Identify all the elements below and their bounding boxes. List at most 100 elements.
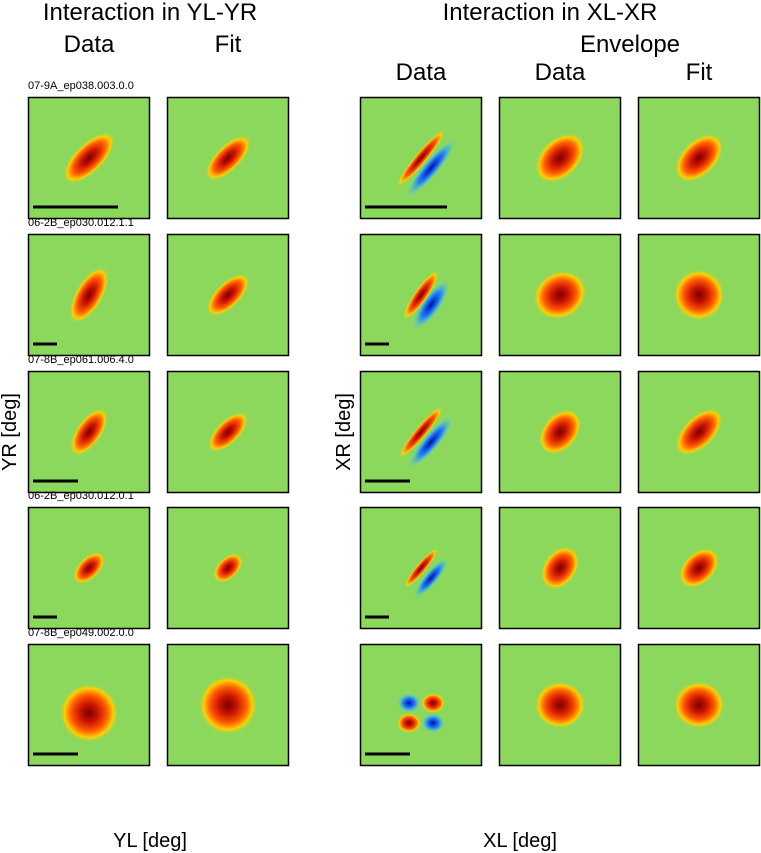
frame	[498, 233, 622, 357]
column-header: Envelope	[580, 31, 680, 58]
frame	[166, 370, 290, 494]
panel-image	[28, 234, 150, 356]
frame	[637, 96, 761, 220]
column-header: Data	[64, 31, 115, 58]
panel-image	[167, 97, 289, 219]
title: Interaction in YL-YR	[43, 0, 257, 26]
panel	[498, 233, 622, 357]
frame	[637, 506, 761, 630]
row-label: 07-8B_ep049.002.0.0	[28, 627, 134, 639]
panel	[359, 506, 483, 630]
blob	[397, 693, 421, 713]
blob	[403, 547, 439, 589]
column-header: Fit	[215, 31, 242, 58]
blob	[674, 407, 724, 457]
panel	[637, 233, 761, 357]
panel	[637, 96, 761, 220]
panel	[27, 643, 151, 767]
frame	[359, 370, 483, 494]
row-label: 07-8B_ep061.006.4.0	[28, 354, 134, 366]
frame	[498, 96, 622, 220]
frame	[27, 233, 151, 357]
column-header: Data	[535, 59, 586, 86]
panel-image	[28, 371, 150, 493]
blob	[532, 269, 588, 321]
blob	[207, 411, 249, 453]
panel	[27, 233, 151, 357]
panel	[166, 233, 290, 357]
panel	[637, 370, 761, 494]
panel	[359, 233, 483, 357]
blob	[213, 553, 243, 583]
column-header: Fit	[686, 59, 713, 86]
panel	[498, 506, 622, 630]
panel-image	[360, 644, 482, 766]
blob	[397, 713, 421, 733]
blob	[534, 132, 586, 184]
blob	[68, 266, 110, 324]
frame	[498, 370, 622, 494]
panel	[166, 506, 290, 630]
blob	[412, 279, 450, 331]
frame	[359, 233, 483, 357]
frame	[498, 643, 622, 767]
blob	[398, 405, 444, 459]
panel-image	[28, 644, 150, 766]
blob	[421, 693, 445, 713]
title: Interaction in XL-XR	[443, 0, 658, 26]
panel-image	[167, 371, 289, 493]
panel-image	[499, 234, 621, 356]
frame	[498, 506, 622, 630]
panel	[166, 370, 290, 494]
axis-label: YR [deg]	[0, 393, 21, 471]
blob	[402, 270, 440, 320]
panel-image	[167, 507, 289, 629]
panel-image	[28, 507, 150, 629]
frame	[166, 233, 290, 357]
blob	[678, 547, 720, 589]
panel-image	[638, 507, 760, 629]
panel-image	[638, 97, 760, 219]
blob	[204, 134, 252, 182]
axis-label: XR [deg]	[333, 393, 355, 471]
frame	[359, 506, 483, 630]
blob	[673, 269, 725, 321]
blob	[408, 415, 454, 469]
panel	[637, 506, 761, 630]
frame	[166, 506, 290, 630]
row-label: 06-2B_ep030.012.0.1	[28, 490, 134, 502]
frame	[637, 643, 761, 767]
panel-image	[638, 644, 760, 766]
blob	[673, 681, 725, 729]
panel-image	[360, 97, 482, 219]
frame	[637, 233, 761, 357]
panel-image	[167, 644, 289, 766]
background	[360, 644, 482, 766]
frame	[359, 643, 483, 767]
panel-image	[360, 371, 482, 493]
frame	[166, 96, 290, 220]
blob	[198, 675, 258, 735]
panel-image	[360, 234, 482, 356]
column-header: Data	[396, 59, 447, 86]
panel	[166, 96, 290, 220]
panel-image	[360, 507, 482, 629]
panel	[498, 643, 622, 767]
panel	[27, 96, 151, 220]
row-label: 07-9A_ep038.003.0.0	[28, 80, 134, 92]
axis-label: YL [deg]	[113, 830, 187, 852]
blob	[405, 138, 457, 198]
frame	[27, 643, 151, 767]
blob	[396, 128, 446, 188]
panel	[359, 370, 483, 494]
panel-image	[638, 371, 760, 493]
panel	[498, 370, 622, 494]
row-label: 06-2B_ep030.012.1.1	[28, 217, 134, 229]
panel	[359, 643, 483, 767]
blob	[534, 681, 586, 729]
blob	[674, 133, 724, 183]
blob	[59, 683, 119, 743]
panel	[166, 643, 290, 767]
panel-image	[499, 371, 621, 493]
